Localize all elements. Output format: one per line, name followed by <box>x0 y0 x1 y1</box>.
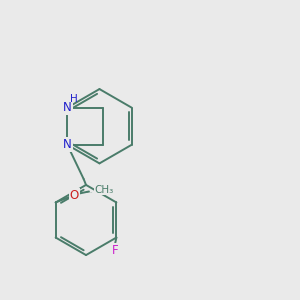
Text: N: N <box>63 101 72 114</box>
Text: methoxy: methoxy <box>87 192 94 193</box>
Text: O: O <box>70 188 79 202</box>
Text: CH₃: CH₃ <box>94 185 113 195</box>
Text: F: F <box>112 244 118 256</box>
Text: H: H <box>70 94 78 104</box>
Text: N: N <box>63 138 72 151</box>
